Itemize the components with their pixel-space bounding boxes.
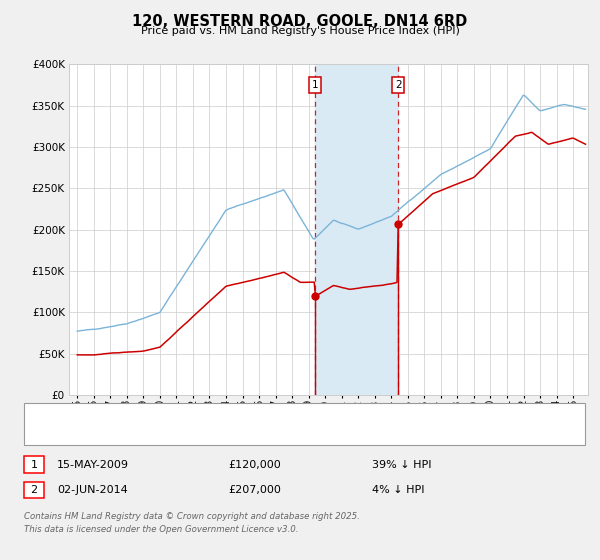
Text: 15-MAY-2009: 15-MAY-2009 <box>57 460 129 470</box>
Text: £120,000: £120,000 <box>228 460 281 470</box>
Text: This data is licensed under the Open Government Licence v3.0.: This data is licensed under the Open Gov… <box>24 525 299 534</box>
Text: 1: 1 <box>311 80 318 90</box>
Text: 2: 2 <box>31 485 37 495</box>
Text: £207,000: £207,000 <box>228 485 281 495</box>
Bar <box>315 64 398 395</box>
Text: 1: 1 <box>31 460 37 470</box>
Text: Price paid vs. HM Land Registry's House Price Index (HPI): Price paid vs. HM Land Registry's House … <box>140 26 460 36</box>
Text: 02-JUN-2014: 02-JUN-2014 <box>57 485 128 495</box>
Text: 2: 2 <box>395 80 401 90</box>
Text: HPI: Average price, detached house, East Riding of Yorkshire: HPI: Average price, detached house, East… <box>69 428 371 438</box>
Text: 120, WESTERN ROAD, GOOLE, DN14 6RD: 120, WESTERN ROAD, GOOLE, DN14 6RD <box>133 14 467 29</box>
Text: 120, WESTERN ROAD, GOOLE, DN14 6RD (detached house): 120, WESTERN ROAD, GOOLE, DN14 6RD (deta… <box>69 410 366 420</box>
Text: 4% ↓ HPI: 4% ↓ HPI <box>372 485 425 495</box>
Text: 39% ↓ HPI: 39% ↓ HPI <box>372 460 431 470</box>
Text: Contains HM Land Registry data © Crown copyright and database right 2025.: Contains HM Land Registry data © Crown c… <box>24 512 360 521</box>
